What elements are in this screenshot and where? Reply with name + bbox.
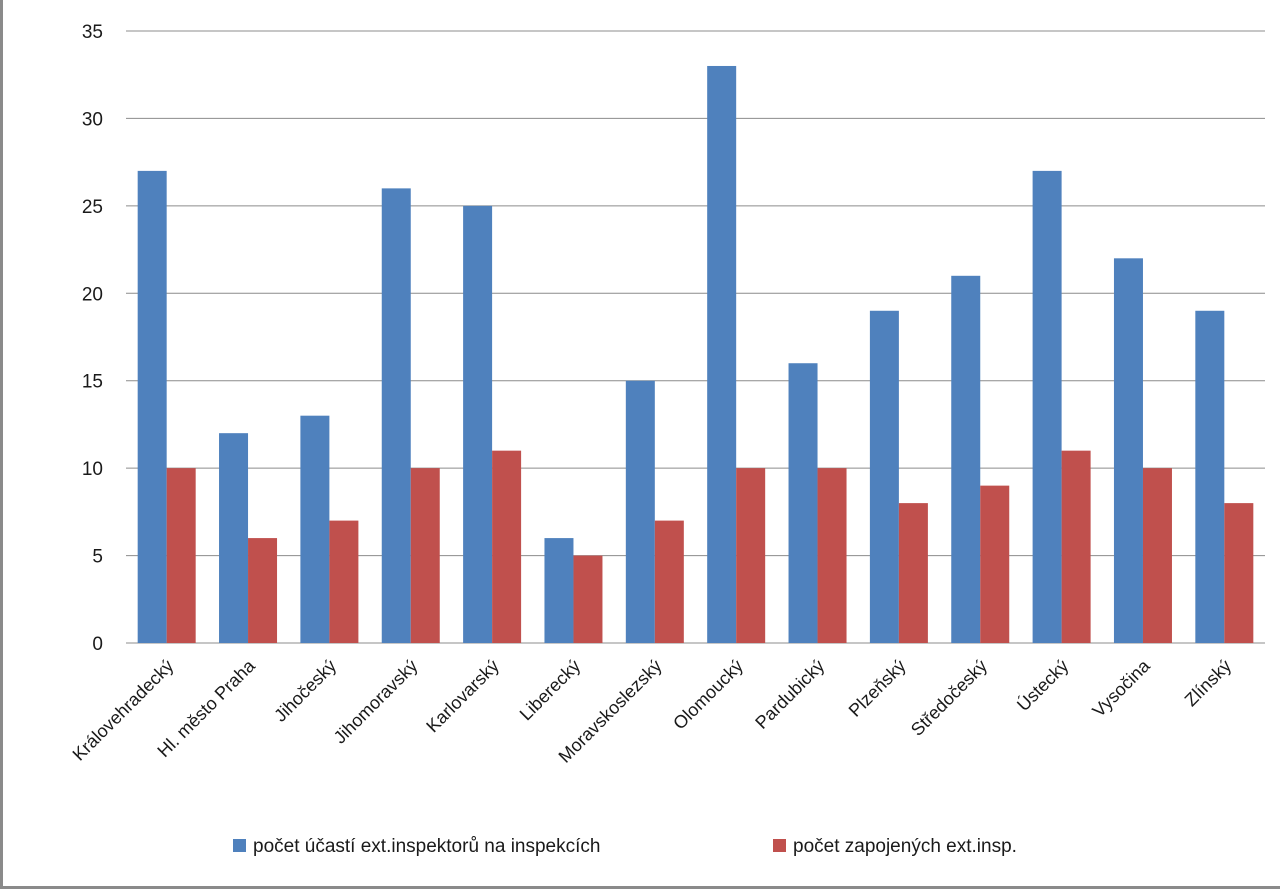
bar-inspectors xyxy=(1061,450,1091,643)
x-tick-label: Zlínský xyxy=(1181,656,1235,710)
bar-participations xyxy=(1113,258,1143,643)
bar-inspectors xyxy=(1142,468,1172,643)
bar-inspectors xyxy=(492,450,522,643)
legend-swatch xyxy=(233,839,246,852)
legend: počet účastí ext.inspektorů na inspekcíc… xyxy=(233,836,1017,857)
bar-participations xyxy=(869,310,899,643)
y-axis: 0 5 10 15 20 25 30 35 xyxy=(82,22,103,655)
x-tick-label: Vysočina xyxy=(1088,655,1154,721)
legend-swatch xyxy=(773,839,786,852)
y-tick-label: 5 xyxy=(92,547,103,568)
bar-inspectors xyxy=(817,468,847,643)
legend-label: počet účastí ext.inspektorů na inspekcíc… xyxy=(253,836,600,857)
x-tick-label: Pardubický xyxy=(751,656,828,733)
x-tick-label: Středočeský xyxy=(907,656,991,740)
bar-inspectors xyxy=(1224,503,1254,643)
bar-inspectors xyxy=(166,468,196,643)
bar-inspectors xyxy=(573,555,603,643)
bar-participations xyxy=(463,205,493,643)
y-tick-label: 30 xyxy=(82,109,103,130)
x-tick-label: Jihočeský xyxy=(270,656,340,726)
y-tick-label: 15 xyxy=(82,372,103,393)
bar-participations xyxy=(625,380,655,643)
gridlines xyxy=(126,30,1265,644)
bar-participations xyxy=(544,538,574,643)
bar-inspectors xyxy=(248,538,278,643)
bar-participations xyxy=(707,65,737,643)
bars xyxy=(137,65,1254,643)
y-tick-label: 0 xyxy=(92,634,103,655)
bar-inspectors xyxy=(654,520,684,643)
x-tick-label: Jihomoravský xyxy=(330,656,422,748)
bar-participations xyxy=(381,188,411,643)
bar-inspectors xyxy=(410,468,440,643)
bar-participations xyxy=(137,170,167,643)
x-tick-label: Ústecký xyxy=(1012,655,1072,715)
x-tick-label: Plzeňský xyxy=(845,656,910,721)
x-tick-label: Olomoucký xyxy=(669,656,747,734)
bar-inspectors xyxy=(980,485,1010,643)
bar-inspectors xyxy=(329,520,359,643)
bar-participations xyxy=(219,433,249,643)
x-tick-label: Liberecký xyxy=(516,656,585,725)
y-tick-label: 10 xyxy=(82,459,103,480)
bar-inspectors xyxy=(898,503,928,643)
bar-participations xyxy=(1032,170,1062,643)
y-tick-label: 25 xyxy=(82,197,103,218)
legend-label: počet zapojených ext.insp. xyxy=(793,836,1017,857)
bar-participations xyxy=(300,415,330,643)
bar-inspectors xyxy=(736,468,766,643)
y-tick-label: 20 xyxy=(82,284,103,305)
bar-participations xyxy=(1195,310,1225,643)
bar-participations xyxy=(788,363,818,643)
bar-participations xyxy=(951,275,981,643)
x-tick-label: Karlovarský xyxy=(422,656,503,737)
y-tick-label: 35 xyxy=(82,22,103,43)
